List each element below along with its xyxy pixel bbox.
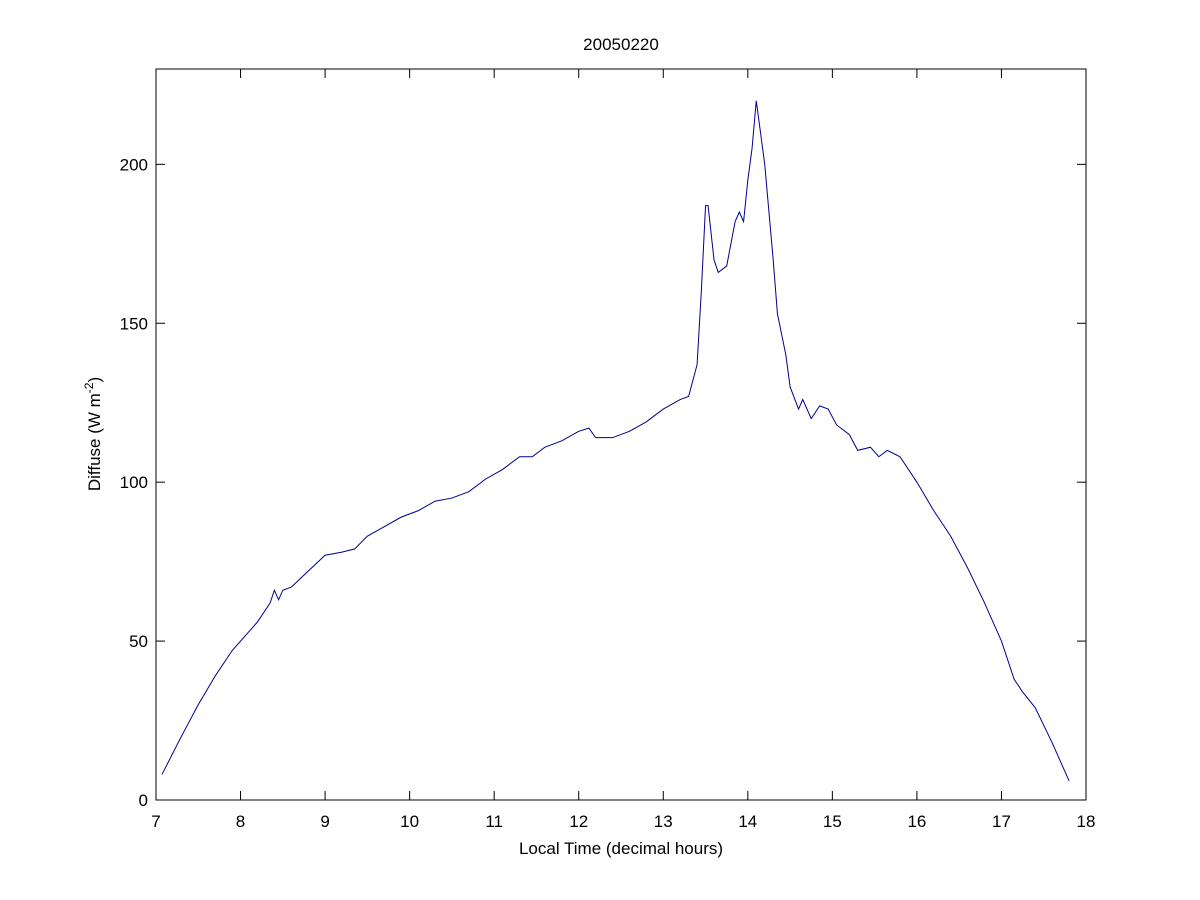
y-axis-label: Diffuse (W m-2) — [82, 377, 104, 491]
x-tick-label: 7 — [151, 812, 160, 831]
x-tick-label: 16 — [907, 812, 926, 831]
plot-frame — [155, 68, 1087, 801]
x-tick-label: 17 — [992, 812, 1011, 831]
x-axis-label: Local Time (decimal hours) — [519, 839, 723, 858]
y-axis-label-superscript: -2 — [82, 382, 96, 393]
y-tick-label: 50 — [129, 632, 148, 651]
y-axis-label-suffix: ) — [85, 377, 104, 383]
x-tick-label: 14 — [738, 812, 757, 831]
chart-title: 20050220 — [583, 35, 659, 54]
x-tick-label: 8 — [236, 812, 245, 831]
x-tick-label: 15 — [823, 812, 842, 831]
y-tick-label: 150 — [120, 314, 148, 333]
y-axis-label-text: Diffuse (W m — [85, 393, 104, 491]
x-tick-label: 12 — [569, 812, 588, 831]
data-line — [161, 100, 1070, 782]
x-tick-label: 10 — [400, 812, 419, 831]
y-tick-label: 100 — [120, 473, 148, 492]
x-tick-label: 11 — [485, 812, 503, 831]
y-tick-label: 200 — [120, 155, 148, 174]
x-tick-label: 9 — [320, 812, 329, 831]
x-tick-label: 13 — [654, 812, 673, 831]
y-tick-label: 0 — [139, 791, 148, 810]
x-tick-label: 18 — [1077, 812, 1096, 831]
